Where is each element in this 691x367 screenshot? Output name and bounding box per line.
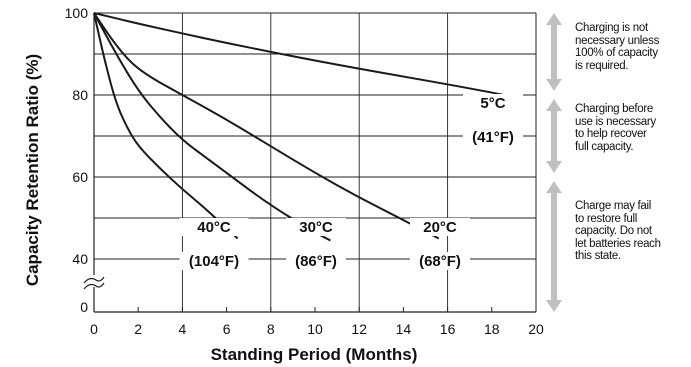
x-tick-label: 8 [267, 321, 275, 337]
range-double-arrow [546, 99, 562, 173]
note-line: Charging before [575, 103, 653, 115]
range-double-arrow [546, 13, 562, 91]
series-label-temp-f: (86°F) [295, 253, 337, 270]
x-tick-label: 6 [223, 321, 231, 337]
range-note-2: Charging before use is necessary to help… [575, 103, 656, 153]
x-axis-title: Standing Period (Months) [211, 345, 418, 364]
note-line: Charge may fail [575, 200, 652, 212]
y-tick-label: 0 [80, 299, 88, 315]
series-line-3 [93, 12, 239, 240]
note-line: necessary unless [575, 34, 660, 47]
series-label-backing [410, 252, 470, 270]
note-line: to restore full [575, 212, 637, 225]
x-tick-label: 16 [440, 321, 456, 337]
note-line: use is necessary [575, 115, 656, 128]
note-line: Charging is not [575, 22, 648, 34]
series-label-temp-c: 20°C [423, 219, 457, 236]
series-label-backing [410, 218, 470, 236]
y-tick-label: 100 [65, 5, 89, 21]
range-note-1: Charging is not necessary unless 100% of… [575, 22, 659, 72]
axis-break-line [83, 276, 105, 284]
series-label-backing [179, 218, 249, 236]
axis-break-gap [86, 275, 102, 287]
series-label-temp-c: 5°C [480, 95, 505, 112]
x-tick-label: 14 [396, 321, 412, 337]
x-tick-label: 0 [90, 321, 98, 337]
axis-break-line [83, 282, 105, 290]
curves [93, 12, 521, 242]
axis-break [83, 275, 105, 290]
note-line: to help recover [575, 128, 647, 140]
note-line: is required. [575, 59, 629, 72]
tick-labels: 0 2 4 6 8 10 12 14 16 18 20 100 80 60 40 0 [65, 5, 544, 337]
range-arrow-shape [546, 99, 562, 173]
x-tick-label: 18 [484, 321, 500, 337]
y-axis-title: Capacity Retention Ratio (%) [23, 54, 42, 286]
range-double-arrow [546, 181, 562, 312]
x-tick-label: 10 [307, 321, 323, 337]
series-label-backing [179, 252, 249, 270]
note-line: full capacity. [575, 140, 634, 153]
note-line: this state. [575, 250, 621, 262]
series-label-backing [463, 128, 523, 146]
note-line: let batteries reach [575, 237, 661, 250]
series-line-2 [93, 12, 331, 242]
range-note-3: Charge may fail to restore full capacity… [575, 200, 661, 263]
x-tick-label: 12 [351, 321, 367, 337]
series-line-1 [93, 12, 440, 240]
series-label-temp-f: (68°F) [419, 253, 461, 270]
x-tick-label: 20 [528, 321, 544, 337]
series-labels: 5°C (41°F) 20°C (68°F) 30°C (86°F) 40°C (104°F) [179, 94, 523, 270]
range-arrow-shape [546, 181, 562, 312]
note-line: capacity. Do not [575, 225, 652, 237]
series-label-temp-f: (104°F) [189, 253, 239, 270]
range-arrows [546, 13, 562, 312]
series-label-backing [286, 252, 346, 270]
y-tick-label: 60 [72, 169, 88, 185]
note-line: 100% of capacity [575, 47, 658, 59]
series-label-temp-f: (41°F) [472, 129, 514, 146]
x-tick-label: 2 [134, 321, 142, 337]
series-label-temp-c: 40°C [197, 219, 231, 236]
range-arrow-shape [546, 13, 562, 91]
y-tick-label: 40 [72, 251, 88, 267]
series-label-temp-c: 30°C [299, 219, 333, 236]
series-line-0 [93, 12, 521, 100]
series-label-backing [286, 218, 346, 236]
x-tick-label: 4 [179, 321, 187, 337]
y-tick-label: 80 [72, 87, 88, 103]
series-label-backing [463, 94, 523, 112]
